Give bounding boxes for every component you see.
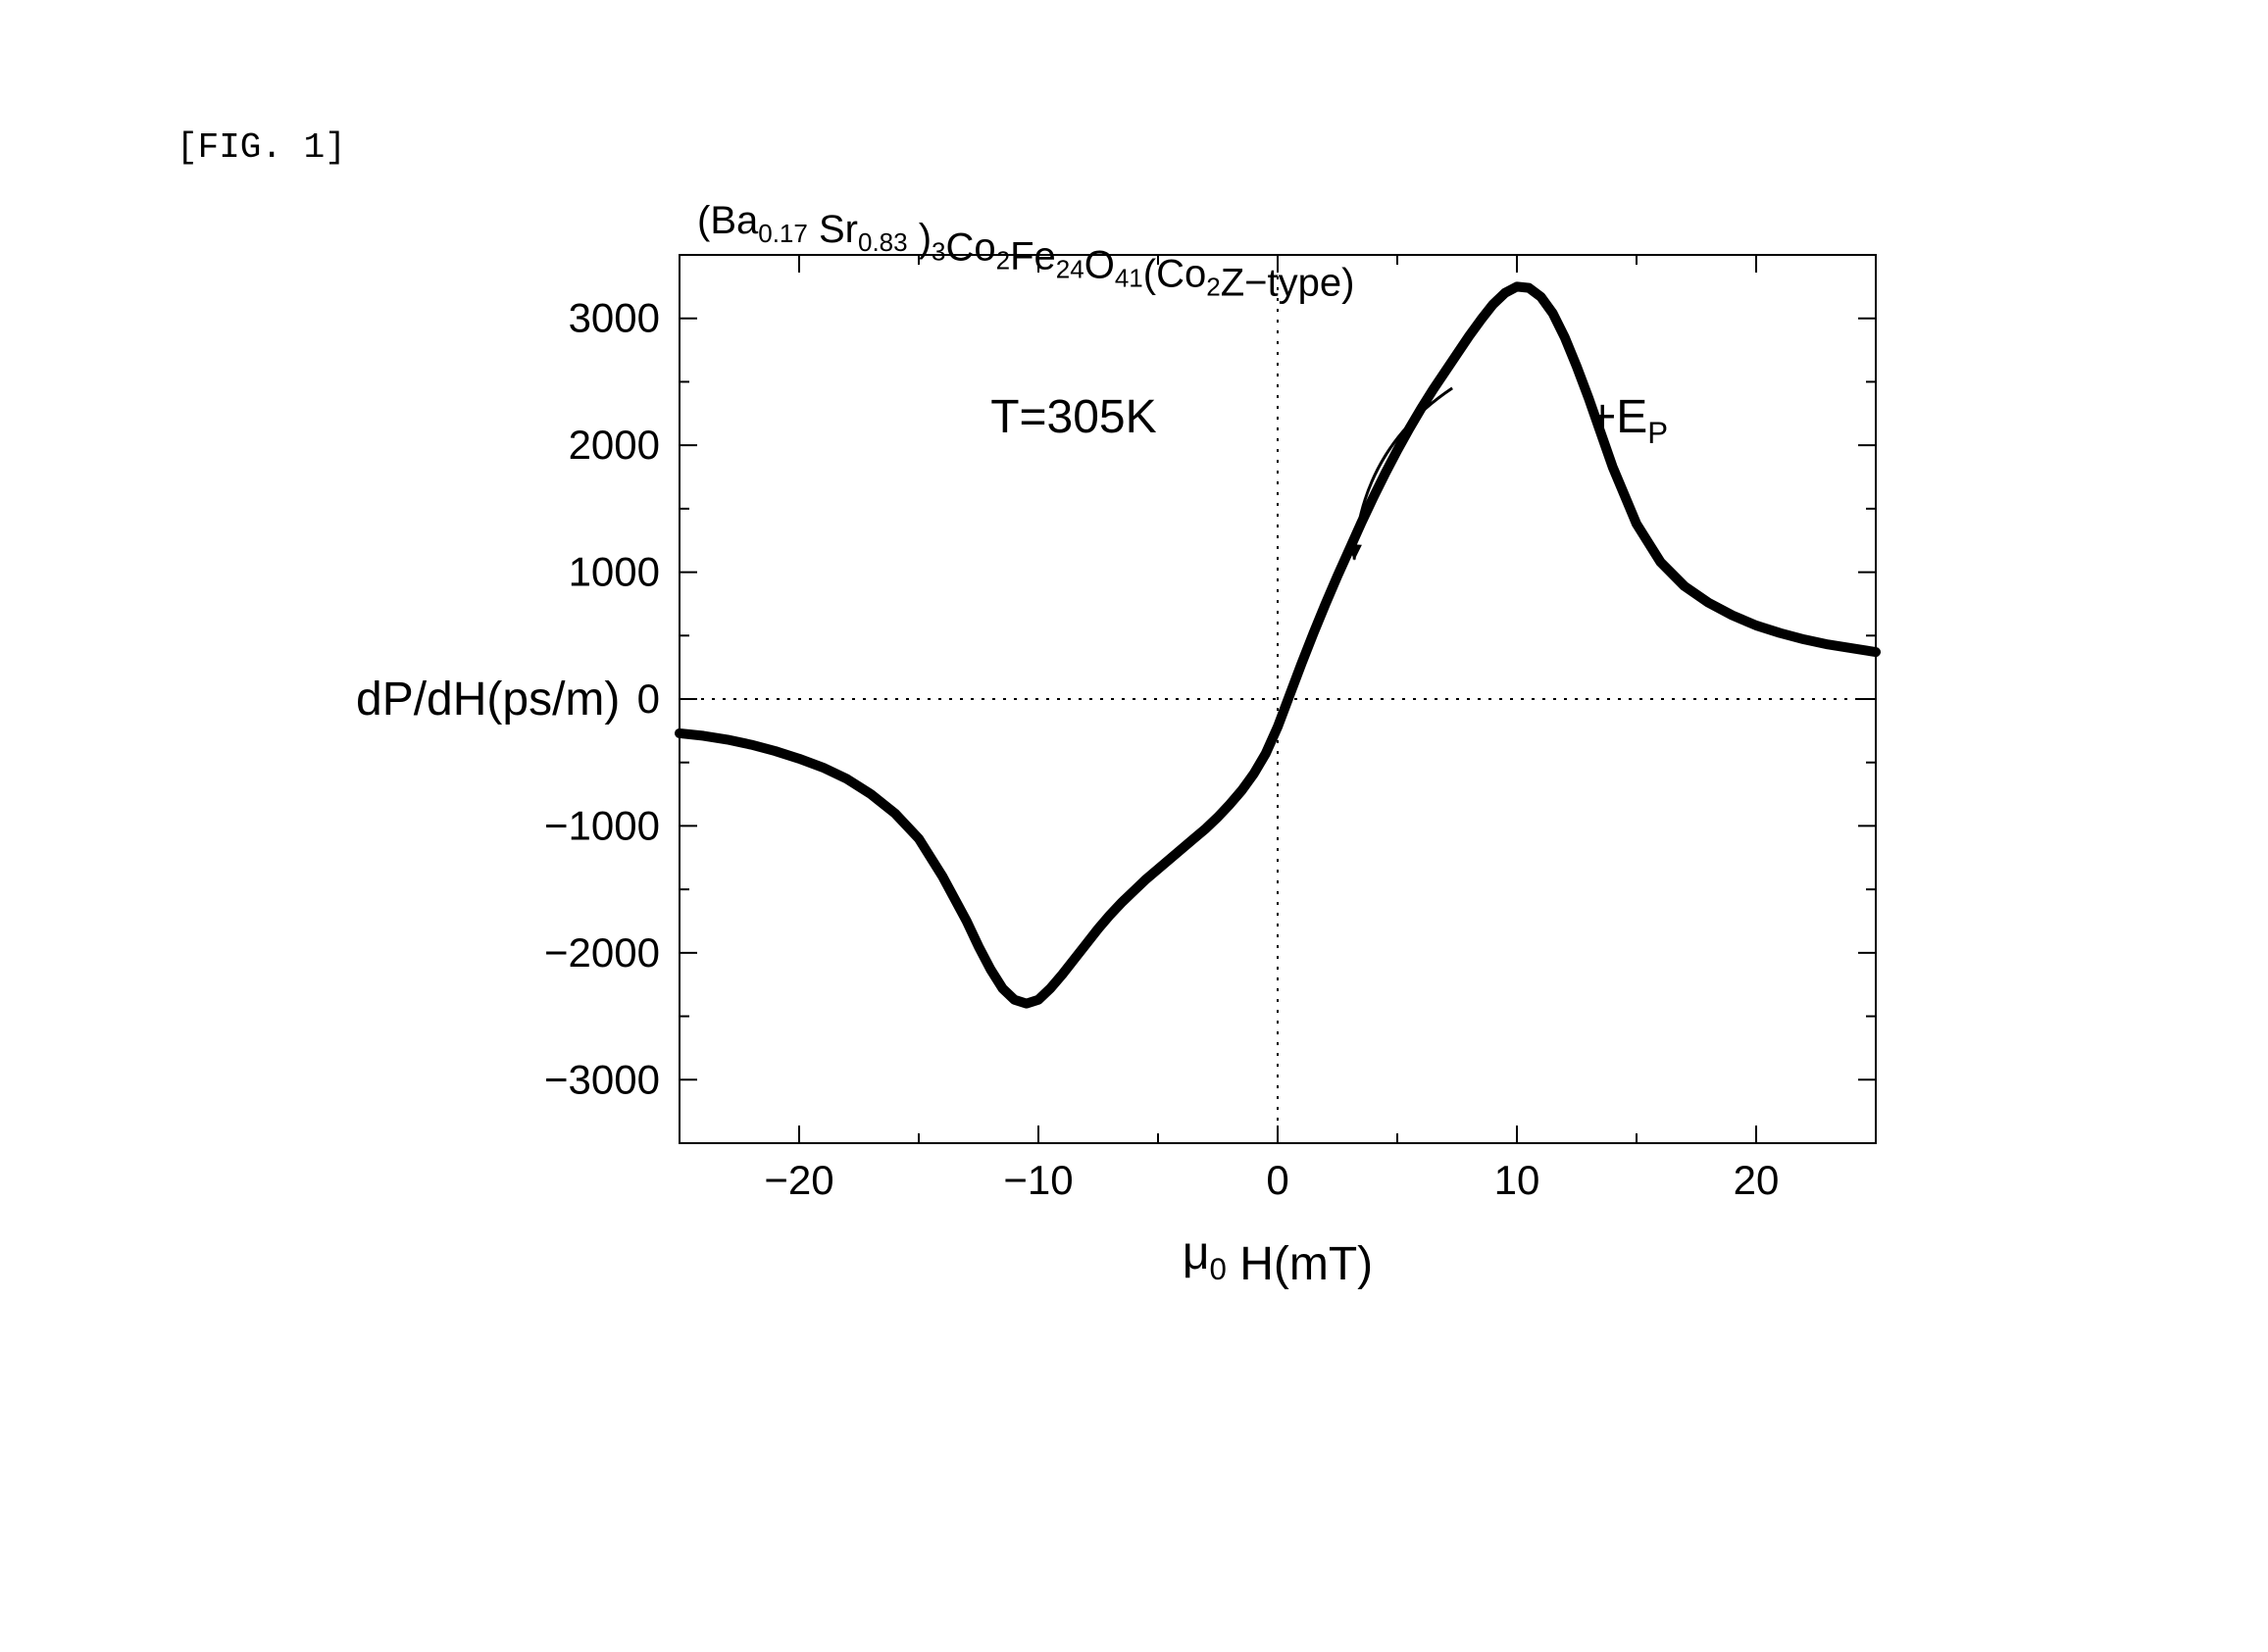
x-tick-label: −10 xyxy=(1003,1157,1073,1203)
y-tick-label: 0 xyxy=(637,676,660,722)
chart-annotation: T=305K xyxy=(990,391,1156,443)
x-tick-label: 20 xyxy=(1734,1157,1780,1203)
figure-label: [FIG. 1] xyxy=(176,127,346,168)
arrow-line xyxy=(1354,388,1452,560)
chart-annotation: +EP xyxy=(1588,391,1668,450)
y-axis-label: dP/dH(ps/m) xyxy=(356,674,620,726)
x-axis-label: μ0 H(mT) xyxy=(1183,1227,1373,1290)
y-tick-label: −2000 xyxy=(544,929,660,976)
y-tick-label: 1000 xyxy=(569,549,660,595)
y-tick-label: 2000 xyxy=(569,422,660,468)
y-tick-label: 3000 xyxy=(569,295,660,341)
x-tick-label: 0 xyxy=(1266,1157,1288,1203)
chart-title: (Ba0.17 Sr0.83 )3Co2Fe24O41(Co2Z−type) xyxy=(697,199,1354,305)
x-tick-label: 10 xyxy=(1494,1157,1540,1203)
x-tick-label: −20 xyxy=(764,1157,833,1203)
y-tick-label: −1000 xyxy=(544,802,660,848)
chart: −20 −10 0 10 20 −3000 −2000 −1000 0 1000 2000 3000 μ… xyxy=(170,186,1935,1339)
y-tick-label: −3000 xyxy=(544,1056,660,1102)
